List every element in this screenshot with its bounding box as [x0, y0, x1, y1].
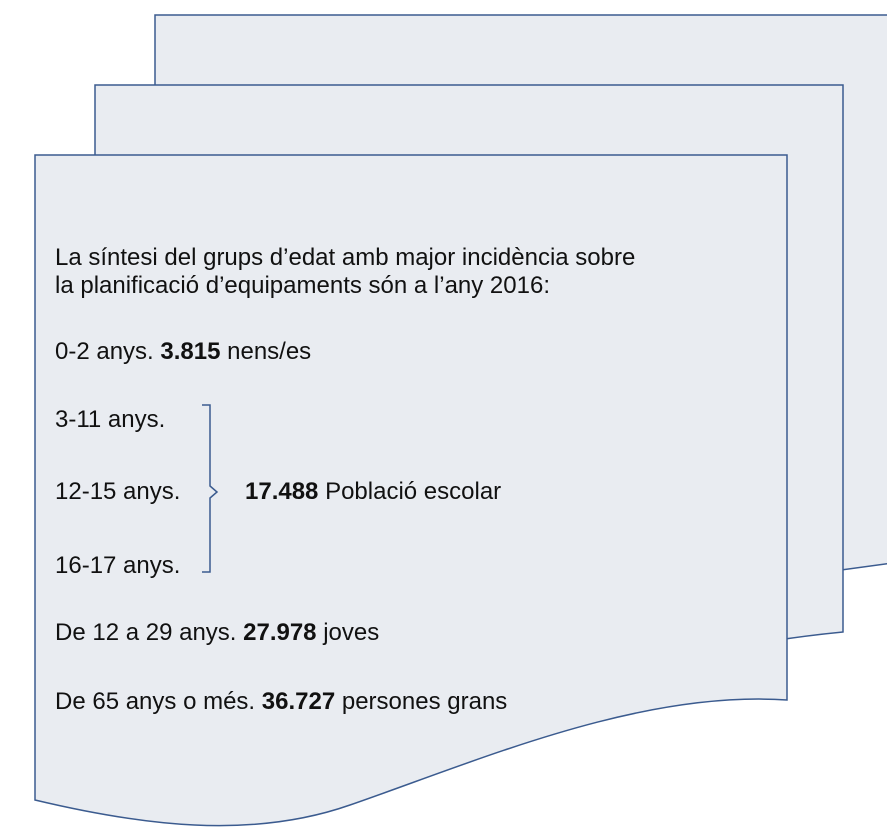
number: 36.727	[261, 688, 336, 715]
label: De 65 anys o més.	[55, 688, 256, 715]
number: 3.815	[160, 338, 221, 365]
label: nens/es	[227, 338, 312, 365]
label: 16-17 anys.	[55, 552, 181, 579]
stat-line: 3-11 anys.	[55, 406, 165, 434]
label: joves	[323, 619, 380, 646]
stat-line: 0-2 anys. 3.815 nens/es	[55, 338, 311, 366]
brace	[202, 404, 219, 573]
stat-line: 12-15 anys.	[55, 478, 180, 506]
label: 12-15 anys.	[55, 478, 181, 505]
label: persones grans	[341, 688, 508, 715]
stat-line: De 65 anys o més. 36.727 persones grans	[55, 688, 507, 716]
intro-line: la planificació d’equipaments són a l’an…	[55, 272, 550, 299]
intro-line: La síntesi del grups d’edat amb major in…	[55, 244, 636, 271]
front-document	[34, 154, 788, 827]
label: 0-2 anys.	[55, 338, 154, 365]
label: Població escolar	[325, 478, 502, 505]
label: De 12 a 29 anys.	[55, 619, 237, 646]
stat-line: De 12 a 29 anys. 27.978 joves	[55, 619, 379, 647]
stat-line: 16-17 anys.	[55, 552, 180, 580]
label: 3-11 anys.	[55, 406, 166, 433]
number: 17.488	[245, 478, 319, 505]
group-line: 17.488 Població escolar	[245, 478, 501, 506]
number: 27.978	[243, 619, 317, 646]
